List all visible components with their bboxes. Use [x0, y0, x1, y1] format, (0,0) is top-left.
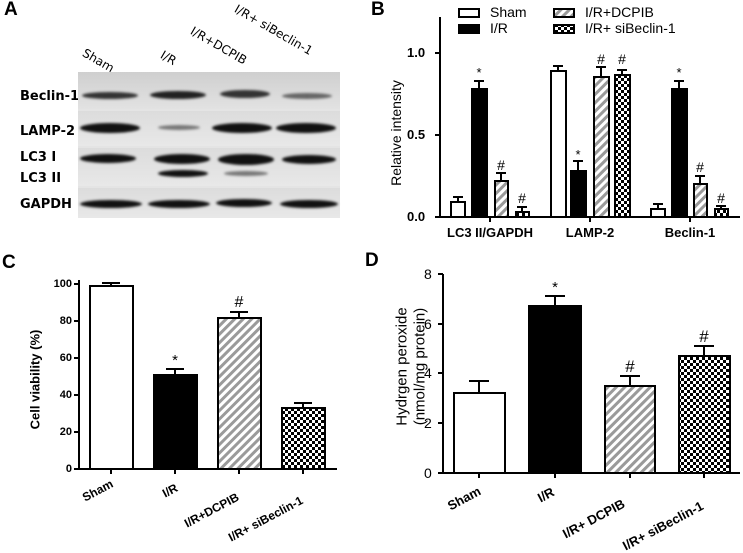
b-xtick-lamp2: LAMP-2: [565, 225, 615, 240]
bar-b-beclin-dcpib: [693, 183, 708, 218]
bar-d-sibeclin: [678, 355, 731, 474]
blot-strip-lamp2: [78, 111, 340, 146]
svg-text:#: #: [518, 190, 526, 206]
bar-b-lc3-sham: [450, 201, 466, 218]
bar-c-ir: [153, 374, 198, 470]
svg-text:*: *: [476, 65, 481, 80]
chart-b: * # # * # # * # #: [435, 8, 740, 222]
bar-d-ir: [528, 305, 582, 474]
legend-swatch-dcpib: [553, 8, 575, 18]
bar-b-lc3-dcpib: [494, 180, 509, 218]
band: [158, 170, 208, 177]
band: [154, 154, 210, 164]
legend-swatch-sibeclin: [553, 24, 575, 34]
legend-swatch-ir: [458, 24, 480, 34]
western-blot-image: [78, 72, 340, 218]
legend-label-sibeclin: I/R+ siBeclin-1: [585, 20, 676, 36]
band: [80, 154, 136, 163]
svg-text:*: *: [676, 65, 681, 80]
panel-d-label: D: [365, 250, 379, 271]
svg-text:#: #: [618, 51, 626, 67]
bar-b-lamp2-ir: [570, 170, 587, 218]
row-label-lc3ii: LC3 II: [20, 171, 62, 186]
svg-text:#: #: [597, 51, 605, 67]
bar-b-lamp2-sibeclin: [614, 74, 631, 218]
band: [218, 154, 274, 165]
svg-text:#: #: [696, 159, 704, 175]
svg-text:*: *: [172, 352, 178, 369]
bar-b-lamp2-sham: [550, 70, 567, 218]
band: [212, 123, 272, 133]
c-ytick-40: 40: [59, 389, 72, 401]
d-ylabel-line2: (nmol/mg protein): [411, 307, 429, 426]
d-ytick-4: 4: [424, 365, 432, 381]
blot-strip-lc3: [78, 148, 340, 186]
band: [80, 123, 140, 133]
band: [148, 200, 210, 208]
legend-label-ir: I/R: [490, 20, 508, 36]
band: [150, 91, 206, 99]
band: [282, 93, 332, 99]
band: [220, 90, 270, 98]
row-label-lc3i: LC3 I: [20, 150, 57, 165]
band: [80, 200, 142, 208]
bar-c-sibeclin: [281, 407, 326, 470]
b-xtick-beclin: Beclin-1: [664, 225, 716, 240]
bar-b-beclin-sibeclin: [714, 208, 729, 218]
band: [224, 171, 268, 176]
svg-text:#: #: [497, 157, 505, 173]
bar-b-beclin-sham: [650, 208, 666, 218]
legend-label-dcpib: I/R+DCPIB: [585, 4, 654, 20]
blot-strip-gapdh: [78, 188, 340, 218]
bar-b-lc3-ir: [471, 88, 488, 218]
b-ytick-1: 1.0: [407, 45, 426, 60]
bar-b-beclin-ir: [671, 88, 688, 218]
svg-text:*: *: [575, 147, 580, 162]
blot-strip-beclin1: [78, 72, 340, 109]
bar-d-sham: [453, 392, 506, 474]
legend-label-sham: Sham: [490, 4, 527, 20]
panel-b-label: B: [371, 0, 385, 20]
c-ytick-20: 20: [59, 426, 72, 438]
bar-d-dcpib: [604, 385, 656, 474]
bar-b-lamp2-dcpib: [593, 76, 610, 218]
d-ytick-0: 0: [424, 465, 432, 481]
c-ytick-100: 100: [53, 278, 72, 290]
panel-a-label: A: [4, 0, 18, 20]
b-ytick-0: 0.0: [407, 209, 426, 224]
svg-text:#: #: [235, 294, 244, 311]
svg-text:#: #: [699, 327, 709, 346]
b-ytick-05: 0.5: [407, 127, 426, 142]
b-ylabel: Relative intensity: [388, 80, 404, 186]
d-ytick-2: 2: [424, 415, 432, 431]
c-ytick-80: 80: [59, 315, 72, 327]
d-ytick-8: 8: [424, 266, 432, 282]
chart-c: * #: [74, 280, 337, 474]
band: [280, 200, 338, 208]
band: [216, 199, 272, 207]
panel-c-label: C: [2, 252, 16, 273]
c-ylabel: Cell viability (%): [27, 329, 43, 430]
d-ytick-6: 6: [424, 316, 432, 332]
d-ylabel-line1: Hydrgen peroxide: [393, 307, 411, 426]
svg-text:*: *: [552, 279, 558, 296]
row-label-gapdh: GAPDH: [20, 197, 72, 212]
b-xtick-lc3: LC3 II/GAPDH: [447, 225, 533, 240]
c-ytick-0: 0: [65, 463, 72, 475]
band: [282, 155, 336, 164]
band: [82, 92, 138, 99]
band: [158, 125, 200, 130]
bar-c-dcpib: [217, 317, 262, 470]
svg-text:#: #: [717, 190, 725, 206]
bar-b-lc3-sibeclin: [515, 211, 530, 218]
legend-swatch-sham: [458, 8, 480, 18]
svg-text:#: #: [625, 357, 635, 376]
bar-c-sham: [89, 285, 134, 470]
row-label-beclin1: Beclin-1: [20, 89, 80, 104]
chart-d: * # #: [438, 273, 740, 478]
c-ytick-60: 60: [59, 352, 72, 364]
row-label-lamp2: LAMP-2: [20, 124, 76, 139]
band: [276, 123, 336, 133]
